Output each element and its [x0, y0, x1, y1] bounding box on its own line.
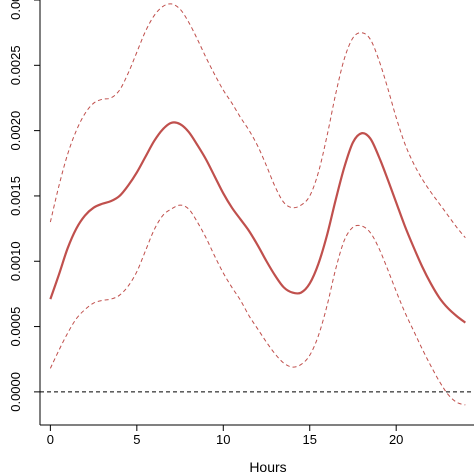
x-tick-label: 15	[303, 432, 317, 447]
series-line-lower-bound	[49, 204, 466, 406]
x-axis: 0 5 10 15 20	[47, 424, 403, 447]
y-tick-label: 0.0025	[8, 45, 23, 85]
y-tick-label: 0.0000	[8, 372, 23, 412]
y-tick-label: 0.0010	[8, 241, 23, 281]
x-tick-label: 10	[216, 432, 230, 447]
y-tick-label: 0.0005	[8, 307, 23, 347]
series-layer	[40, 3, 474, 406]
x-axis-title: Hours	[249, 459, 286, 474]
y-axis: 0.0000 0.0005 0.0010 0.0015 0.0020 0.0025 0.00…	[8, 0, 40, 412]
plot-frame	[39, 0, 474, 426]
y-tick-label: 0.0020	[8, 111, 23, 151]
y-tick-label: 0.0030	[8, 0, 23, 20]
y-tick-label: 0.0015	[8, 176, 23, 216]
x-tick-label: 0	[47, 432, 54, 447]
series-line-estimate	[49, 121, 467, 324]
x-tick-label: 20	[389, 432, 403, 447]
x-tick-label: 5	[133, 432, 140, 447]
series-line-upper-bound	[49, 3, 466, 239]
